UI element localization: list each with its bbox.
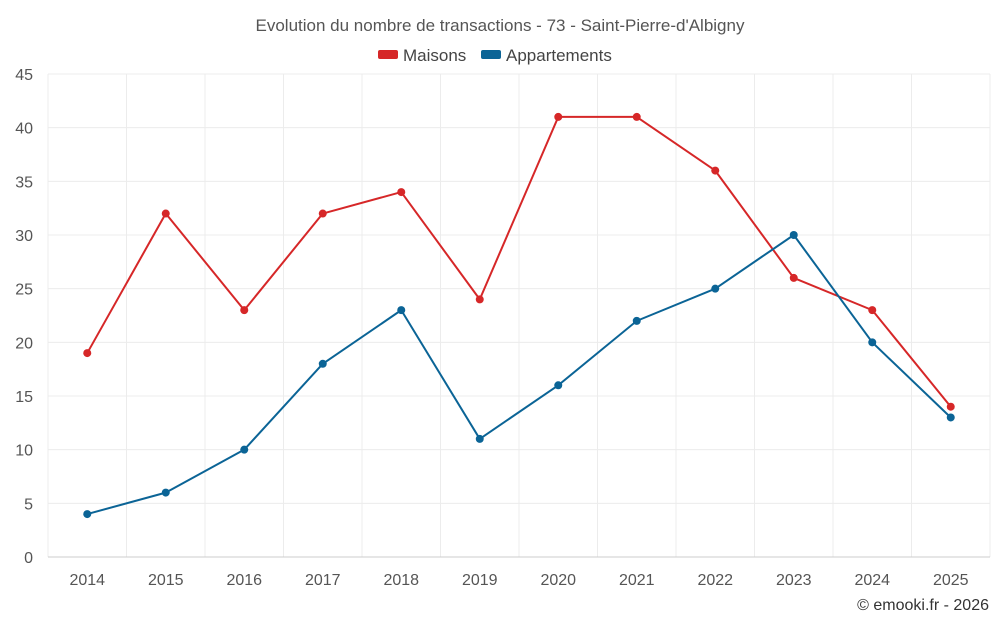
y-axis: 0 5 10 15 20 25 30 35 40 45 [15, 67, 33, 567]
x-tick-label: 2017 [305, 572, 341, 589]
legend-label-maisons[interactable]: Maisons [403, 46, 466, 65]
point-maisons-2014[interactable] [83, 349, 92, 358]
point-appartements-2019[interactable] [475, 434, 484, 443]
point-appartements-2023[interactable] [789, 231, 798, 239]
point-appartements-2021[interactable] [632, 316, 641, 325]
y-tick-label: 45 [15, 67, 33, 84]
point-appartements-2022[interactable] [711, 284, 720, 293]
point-maisons-2017[interactable] [318, 209, 327, 218]
y-tick-label: 20 [15, 335, 33, 352]
point-maisons-2024[interactable] [868, 306, 877, 315]
point-appartements-2025[interactable] [946, 413, 955, 422]
point-appartements-2016[interactable] [240, 445, 249, 454]
y-tick-label: 10 [15, 443, 33, 460]
series-maisons [83, 112, 955, 411]
point-maisons-2018[interactable] [397, 188, 406, 197]
legend-label-appartements[interactable]: Appartements [506, 46, 612, 65]
point-appartements-2018[interactable] [397, 306, 406, 315]
x-tick-label: 2018 [383, 572, 419, 589]
x-tick-label: 2022 [697, 572, 733, 589]
legend-swatch-appartements [481, 50, 501, 59]
series-line-maisons [86, 115, 952, 408]
point-appartements-2024[interactable] [868, 338, 877, 347]
point-maisons-2023[interactable] [789, 273, 798, 282]
x-tick-label: 2019 [462, 572, 498, 589]
x-tick-label: 2020 [540, 572, 576, 589]
point-appartements-2014[interactable] [83, 510, 92, 519]
y-tick-label: 25 [15, 282, 33, 299]
point-appartements-2017[interactable] [318, 359, 327, 368]
x-axis: 2014 2015 2016 2017 2018 2019 2020 2021 2022 2023… [48, 556, 990, 589]
point-maisons-2016[interactable] [240, 306, 249, 315]
series-appartements [83, 231, 955, 519]
y-tick-label: 40 [15, 121, 33, 138]
y-tick-label: 5 [24, 496, 33, 513]
chart-title: Evolution du nombre de transactions - 73… [256, 16, 745, 35]
y-tick-label: 30 [15, 228, 33, 245]
series [83, 112, 955, 519]
x-tick-label: 2015 [148, 572, 184, 589]
grid [47, 73, 991, 557]
series-line-appartements [86, 234, 952, 516]
point-maisons-2015[interactable] [161, 209, 170, 218]
legend: Maisons Appartements [378, 46, 612, 65]
x-tick-label: 2016 [226, 572, 262, 589]
point-maisons-2021[interactable] [632, 112, 641, 121]
x-tick-label: 2024 [854, 572, 890, 589]
y-tick-label: 35 [15, 174, 33, 191]
x-tick-label: 2023 [776, 572, 812, 589]
point-maisons-2025[interactable] [946, 402, 955, 411]
credit-text: © emooki.fr - 2026 [857, 597, 989, 614]
point-appartements-2015[interactable] [161, 488, 170, 497]
point-maisons-2022[interactable] [711, 166, 720, 175]
legend-swatch-maisons [378, 50, 398, 59]
y-tick-label: 15 [15, 389, 33, 406]
point-maisons-2019[interactable] [475, 295, 484, 304]
x-tick-label: 2025 [933, 572, 969, 589]
x-tick-label: 2014 [69, 572, 105, 589]
y-tick-label: 0 [24, 550, 33, 567]
point-maisons-2020[interactable] [554, 112, 563, 121]
x-tick-label: 2021 [619, 572, 655, 589]
point-appartements-2020[interactable] [554, 381, 563, 390]
